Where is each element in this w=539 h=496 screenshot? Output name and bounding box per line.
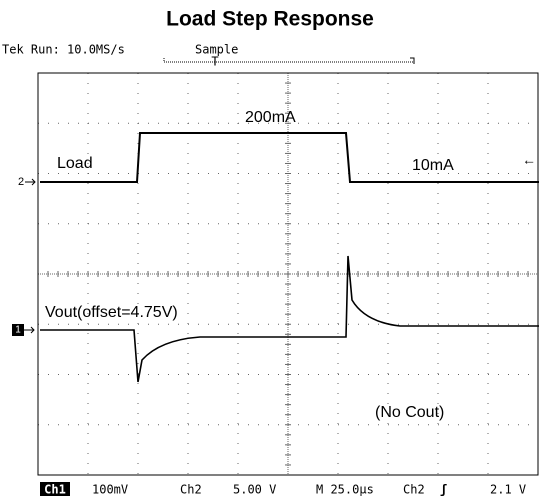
ch1-box [40, 482, 70, 496]
waveforms [40, 132, 539, 383]
ch1-label: Ch1 [44, 483, 66, 496]
ch2-label: Ch2 [180, 483, 202, 496]
high-label: 200mA [245, 109, 296, 126]
load-label: Load [57, 155, 93, 172]
run-status: Tek Run: 10.0MS/s [2, 43, 125, 57]
title: Load Step Response [166, 8, 374, 31]
trigger-source: Ch2 [403, 483, 425, 496]
record-bracket [163, 57, 415, 64]
trigger-slope: ʃ [440, 483, 447, 496]
low-label: 10mA [412, 157, 454, 174]
ch2-marker: 2 [18, 176, 24, 188]
vout-trace [40, 255, 539, 383]
graticule [37, 72, 539, 475]
ch1-arrow [24, 326, 35, 334]
screen-border [37, 72, 539, 476]
ch2-arrow [25, 178, 36, 186]
timebase: M 25.0µs [316, 483, 374, 496]
load-trace [40, 132, 539, 183]
trigger-pos: T [211, 55, 218, 69]
acq-mode: Sample [195, 43, 238, 57]
trigger-level-arrow: ← [522, 152, 536, 168]
ch1-marker: 1 [15, 325, 21, 336]
vout-label: Vout(offset=4.75V) [45, 304, 178, 321]
trigger-level: 2.1 V [490, 483, 526, 496]
ch1-marker-box [12, 324, 24, 336]
ch2-scale: 5.00 V [233, 483, 276, 496]
ch1-scale: 100mV [92, 483, 128, 496]
note-label: (No Cout) [375, 404, 444, 421]
